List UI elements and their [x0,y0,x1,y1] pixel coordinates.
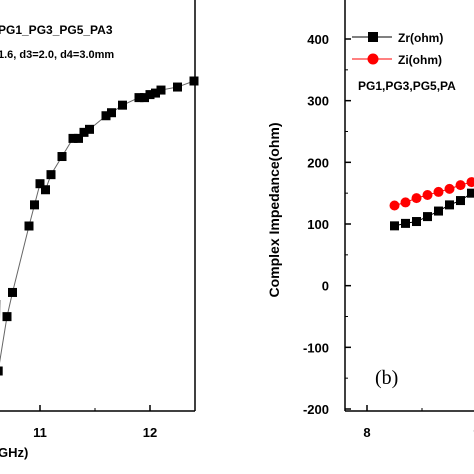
panel-b-x-tick-label: 8 [363,425,370,440]
panel-a-subtitle: 1.6, d3=2.0, d4=3.0mm [0,49,114,61]
panel-b-zr-point [390,221,399,231]
panel-a-x-tick-label: 12 [143,425,157,440]
panel-b-zr-point [412,217,421,227]
panel-b-series [389,177,474,231]
panel-b-zr-point [434,206,443,216]
panel-a-point [41,185,50,195]
panel-a-point [46,170,56,180]
panel-a-point [8,287,17,297]
panel-a-point [85,124,94,134]
panel-b-legend: Zr(ohm) Zi(ohm) PG1,PG3,PG5,PA [352,31,456,93]
panel-b-zi-point [466,177,474,188]
panel-a-point [189,76,199,86]
panel-a-point [107,108,116,118]
panel-a-point [79,127,89,137]
panel-a-point [156,85,166,95]
panel-a-point [101,111,111,121]
panel-b-zi-point [433,186,444,197]
panel-a-point [30,200,39,210]
panel-b-zi-point [389,200,400,211]
panel-a-point [24,221,34,231]
panel-b-zr-point [456,196,465,206]
legend-zr-label: Zr(ohm) [398,31,443,45]
panel-a-point [134,93,144,103]
panel-b-zi-point [411,193,422,204]
panel-b-y-tick-label: 100 [307,217,329,232]
panel-b-label: (b) [375,367,398,389]
panel-a-x-ticks: 11 12 [33,405,157,440]
panel-a-point [145,90,155,100]
panel-a-point [118,100,127,110]
panel-b-y-tick-label: 300 [307,94,329,109]
panel-a-title: PG1_PG3_PG5_PA3 [0,23,113,37]
panel-a-x-tick-label: 11 [33,425,47,440]
panel-b-zi-point [444,183,455,194]
panel-b-zi-point [455,180,466,191]
panel-b-y-tick-label: -100 [303,340,329,355]
legend-zi-marker [367,53,379,65]
panel-b-zr-point [423,212,432,222]
panel-a-point [74,133,83,143]
panel-b-y-tick-label: 200 [307,155,329,170]
panel-a-point [173,82,182,92]
panel-a: 11 12 PG1_PG3_PG5_PA3 1.6, d3=2.0, d4=3.0… [0,0,199,460]
panel-a-point [68,133,78,143]
panel-b-y-ticks: 400 300 200 100 0 -100 -200 [303,32,351,417]
panel-a-point [57,152,67,162]
panel-b-y-axis-label: Complex Impedance(ohm) [266,122,282,297]
panel-b-subtitle: PG1,PG3,PG5,PA [358,79,456,93]
legend-zi-label: Zi(ohm) [398,53,442,67]
panel-a-point [0,366,3,376]
panel-a-x-axis-label: GHz) [0,445,28,460]
panel-a-point [151,88,160,98]
panel-b-y-tick-label: 400 [307,32,329,47]
panel-a-points [0,76,199,376]
panel-b-zr-point [401,218,410,228]
panel-a-point [2,312,12,322]
panel-b-zr-point [445,200,454,210]
panel-b-y-tick-label: -200 [303,402,329,417]
panel-b-zr-point [467,188,474,198]
legend-zr-marker [368,32,378,42]
panel-b-zi-point [400,197,411,208]
panel-a-point [35,179,45,189]
panel-a-point [140,93,149,103]
panel-b-y-tick-label: 0 [322,279,329,294]
panel-b-zi-point [422,190,433,201]
